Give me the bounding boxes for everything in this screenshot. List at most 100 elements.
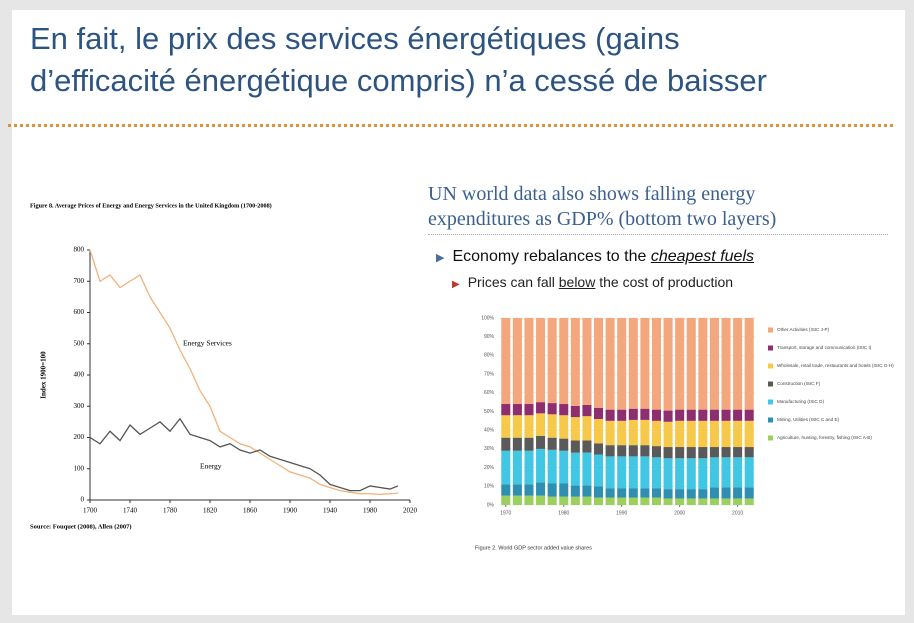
bar-segment <box>605 318 615 410</box>
bar-segment <box>536 482 546 496</box>
bar-segment <box>617 445 627 457</box>
bar-segment <box>559 415 569 439</box>
bar-segment <box>582 440 592 453</box>
bar-segment <box>663 447 673 459</box>
bar-segment <box>582 452 592 486</box>
bar-segment <box>617 497 627 505</box>
source: Source: Fouquet (2008), Allen (2007) <box>30 523 132 530</box>
emphasis: below <box>558 274 596 290</box>
bar-segment <box>663 489 673 499</box>
bar-segment <box>709 318 719 410</box>
bar-segment <box>501 415 511 438</box>
emphasis: cheapest fuels <box>650 248 754 265</box>
bar-segment <box>594 454 604 487</box>
y-tick-label: 500 <box>74 339 85 347</box>
bar-segment <box>536 495 546 505</box>
x-tick-label: 1980 <box>558 510 569 516</box>
caption: Figure 2. World GDP sector added value s… <box>475 545 592 551</box>
bar-segment <box>547 403 557 415</box>
x-tick-label: 2020 <box>403 507 418 515</box>
bar-segment <box>698 318 708 410</box>
bar-segment <box>617 318 627 410</box>
bar-segment <box>536 413 546 436</box>
bar-segment <box>536 435 546 449</box>
bar-segment <box>605 445 615 457</box>
y-tick-label: 30% <box>484 446 495 452</box>
bar-segment <box>594 497 604 505</box>
text: the cost of production <box>595 274 734 290</box>
bar-segment <box>594 486 604 498</box>
bar-segment <box>640 408 650 420</box>
bar-segment <box>582 485 592 497</box>
bar-segment <box>559 438 569 451</box>
bullet-icon: ▶ <box>452 279 460 290</box>
bar-segment <box>512 318 522 405</box>
bar-segment <box>524 450 534 485</box>
bar-segment <box>547 449 557 484</box>
heading: UN world data also shows falling energy … <box>428 182 776 232</box>
bar-segment <box>524 495 534 505</box>
bar-segment <box>698 447 708 459</box>
bar-segment <box>559 496 569 505</box>
bar-segment <box>663 410 673 422</box>
bar-segment <box>501 450 511 485</box>
bar-segment <box>501 318 511 405</box>
bar-segment <box>651 488 661 498</box>
legend-swatch <box>768 381 773 387</box>
legend-label: Manufacturing (ISIC D) <box>777 399 824 404</box>
bar-segment <box>733 457 743 488</box>
bar-segment <box>524 437 534 451</box>
series-label: Energy Services <box>183 339 232 348</box>
bar-segment <box>709 457 719 488</box>
bar-segment <box>640 456 650 489</box>
line <box>89 417 399 492</box>
bar-segment <box>524 318 534 405</box>
bar-segment <box>698 458 708 490</box>
bar-segment <box>721 409 731 421</box>
legend-swatch <box>768 417 773 423</box>
bar-segment <box>512 484 522 496</box>
heading-line: expenditures as GDP% (bottom two layers) <box>428 208 777 230</box>
bullet-icon: ▶ <box>436 252 445 264</box>
y-tick-label: 700 <box>74 277 85 285</box>
bar-segment <box>512 450 522 485</box>
bar-segment <box>663 498 673 505</box>
bar-segment <box>582 416 592 441</box>
bar-segment <box>594 318 604 408</box>
bar-segment <box>733 498 743 505</box>
y-tick-label: 200 <box>74 433 85 441</box>
bar-segment <box>594 443 604 455</box>
bar-segment <box>559 450 569 484</box>
x-tick-label: 1820 <box>203 507 218 515</box>
bar-segment <box>744 498 754 505</box>
series-label: Energy <box>200 462 222 471</box>
bar-segment <box>721 318 731 410</box>
bar-segment <box>536 448 546 483</box>
bar-segment <box>721 447 731 458</box>
legend-swatch <box>768 363 773 369</box>
heading-line: UN world data also shows falling energy <box>428 183 756 205</box>
bar-segment <box>617 420 627 446</box>
legend-label: Wholesale, retail trade, restaurants and… <box>777 363 894 368</box>
bar-segment <box>651 420 661 447</box>
bar-segment <box>640 419 650 446</box>
x-tick-label: 1740 <box>123 507 138 515</box>
legend-label: Other Activities (ISIC J-P) <box>777 327 830 332</box>
x-tick-label: 2000 <box>674 510 685 516</box>
bar-segment <box>570 405 580 418</box>
bar-segment <box>640 445 650 457</box>
divider <box>8 124 893 127</box>
bar-segment <box>512 495 522 505</box>
y-tick-label: 300 <box>74 402 85 410</box>
bar-segment <box>675 409 685 421</box>
y-tick-label: 0 <box>81 496 85 504</box>
bar-segment <box>686 420 696 448</box>
bar-segment <box>594 418 604 444</box>
bar-segment <box>547 437 557 450</box>
legend-swatch <box>768 399 773 405</box>
bar-segment <box>709 409 719 421</box>
bar-segment <box>651 318 661 410</box>
bar-segment <box>709 420 719 448</box>
bar-segment <box>686 409 696 421</box>
bar-segment <box>744 457 754 488</box>
